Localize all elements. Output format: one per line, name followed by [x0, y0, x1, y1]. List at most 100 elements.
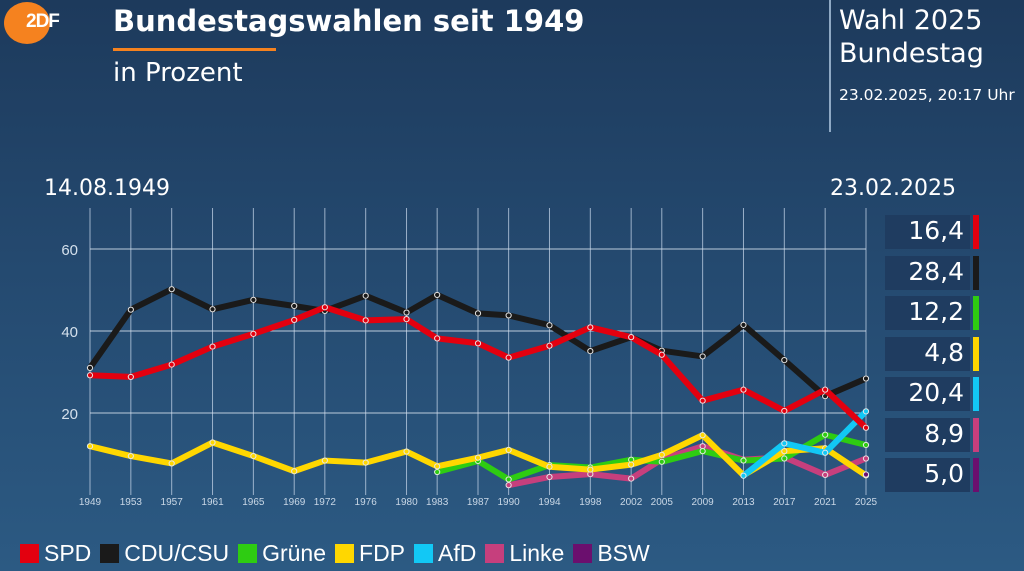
y-tick-label: 40 [61, 324, 78, 341]
data-point-linke [862, 455, 870, 462]
series-line-afd [740, 408, 869, 479]
party-color-bar [973, 458, 979, 492]
party-color-bar [973, 377, 979, 411]
data-point-afd [862, 408, 870, 415]
data-point-grne [862, 441, 870, 449]
data-point-fdp [658, 451, 665, 458]
legend-label: AfD [438, 540, 477, 566]
legend-swatch [100, 544, 120, 563]
chart-title: Bundestagswahlen seit 1949 [113, 4, 585, 38]
party-color-bar [973, 336, 979, 371]
legend-label: CDU/CSU [124, 540, 230, 566]
data-point-spd [822, 386, 829, 393]
data-point-spd [403, 316, 410, 323]
data-point-fdp [321, 457, 328, 464]
data-point-cducsu [505, 312, 512, 319]
result-box-linke: 8,9 [885, 417, 979, 452]
x-tick-label: 2021 [814, 497, 837, 508]
zdf-logo: 2DF [4, 2, 60, 44]
data-point-linke [546, 473, 553, 481]
data-point-fdp [86, 443, 94, 450]
legend-item-afd: AfD [414, 540, 476, 567]
data-point-spd [740, 386, 747, 393]
party-color-bar [973, 255, 979, 290]
title-underline [113, 48, 276, 51]
data-point-fdp [587, 466, 594, 473]
data-point-spd [291, 316, 298, 324]
data-point-fdp [127, 452, 134, 460]
data-point-cducsu [250, 296, 257, 303]
data-point-grne [740, 457, 747, 464]
legend-swatch [238, 544, 258, 563]
data-point-spd [209, 343, 216, 350]
data-point-cducsu [209, 306, 216, 313]
data-point-cducsu [291, 302, 298, 310]
data-point-fdp [474, 454, 482, 461]
data-point-afd [781, 440, 788, 447]
result-box-spd: 16,4 [885, 215, 979, 249]
legend-label: Linke [509, 540, 565, 566]
x-tick-label: 1961 [201, 497, 224, 508]
data-point-fdp [168, 460, 175, 467]
election-title-line2: Bundestag [839, 38, 984, 69]
x-tick-label: 1969 [283, 497, 306, 508]
data-point-cducsu [699, 353, 706, 360]
data-point-spd [862, 424, 870, 431]
x-tick-label: 1987 [467, 497, 490, 508]
election-title: Wahl 2025 Bundestag [839, 4, 984, 70]
data-point-fdp [546, 463, 553, 470]
zdf-logo-text: 2DF [26, 11, 60, 32]
start-date: 14.08.1949 [44, 176, 170, 201]
data-point-fdp [505, 446, 512, 453]
data-point-cducsu [362, 292, 369, 299]
result-box-afd: 20,4 [885, 377, 979, 411]
result-box-bsw: 5,0 [885, 458, 979, 492]
legend-swatch [573, 544, 593, 563]
data-point-cducsu [403, 309, 410, 316]
legend-label: Grüne [262, 540, 327, 566]
data-point-fdp [291, 468, 298, 475]
legend-item-fdp: FDP [335, 540, 405, 567]
data-point-cducsu [781, 357, 788, 364]
data-point-bsw [862, 471, 870, 478]
data-point-linke [699, 443, 706, 450]
party-color-bar [973, 296, 979, 330]
result-value: 16,4 [908, 216, 964, 245]
result-value: 28,4 [908, 256, 964, 286]
timestamp: 23.02.2025, 20:17 Uhr [839, 86, 1015, 104]
result-box-cducsu: 28,4 [885, 255, 979, 290]
result-value: 5,0 [924, 459, 964, 488]
x-tick-label: 1980 [395, 497, 418, 508]
data-point-fdp [362, 459, 369, 466]
data-point-spd [587, 324, 594, 331]
data-point-cducsu [434, 291, 441, 299]
x-tick-label: 2013 [732, 497, 755, 508]
election-title-line1: Wahl 2025 [839, 5, 983, 36]
data-point-spd [127, 373, 134, 381]
data-point-spd [781, 407, 788, 415]
data-point-cducsu [86, 364, 94, 371]
legend-swatch [485, 544, 505, 563]
data-point-spd [658, 351, 665, 358]
legend-label: SPD [44, 540, 92, 566]
x-tick-label: 1953 [120, 497, 143, 508]
legend: SPD CDU/CSU Grüne FDP AfD Linke BSW [20, 540, 659, 567]
data-point-grne [505, 476, 512, 483]
data-point-spd [250, 330, 257, 337]
data-point-afd [822, 449, 829, 456]
data-point-grne [434, 468, 441, 476]
data-point-spd [505, 354, 512, 361]
y-tick-label: 60 [61, 242, 78, 259]
data-point-spd [168, 361, 175, 368]
legend-swatch [335, 544, 355, 563]
legend-label: BSW [597, 540, 650, 566]
legend-item-cducsu: CDU/CSU [100, 540, 229, 567]
data-point-fdp [781, 448, 788, 455]
legend-item-grne: Grüne [238, 540, 326, 567]
x-tick-label: 2009 [692, 497, 715, 508]
result-box-fdp: 4,8 [885, 336, 979, 371]
legend-item-bsw: BSW [573, 540, 650, 567]
result-value: 8,9 [924, 418, 964, 448]
result-value: 12,2 [908, 297, 964, 326]
